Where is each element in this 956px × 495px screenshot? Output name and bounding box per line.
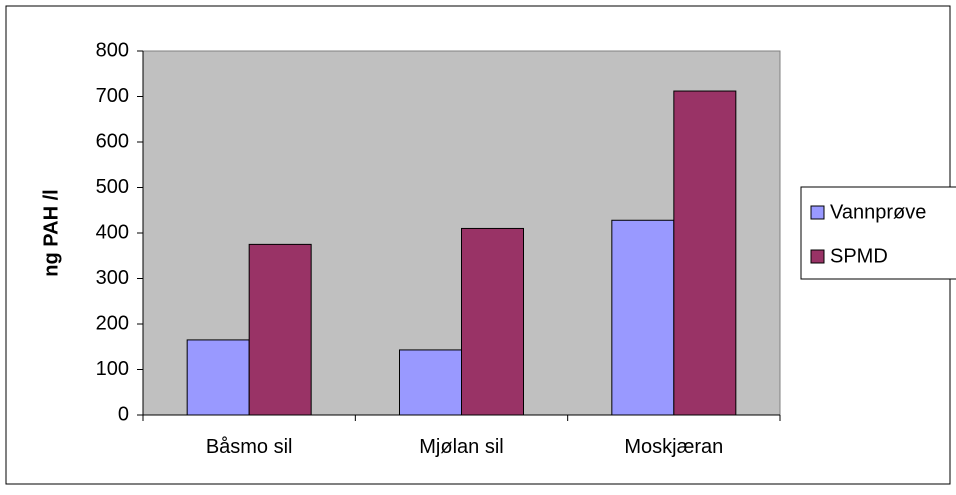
x-tick-label: Moskjæran: [624, 436, 723, 458]
y-axis-label: ng PAH /l: [40, 189, 62, 276]
y-tick-label: 500: [96, 176, 129, 198]
y-tick-label: 100: [96, 358, 129, 380]
legend-label: SPMD: [830, 245, 888, 267]
y-tick-label: 200: [96, 312, 129, 334]
y-tick-label: 300: [96, 267, 129, 289]
legend-swatch: [811, 250, 824, 263]
bar-spmd-1: [249, 244, 311, 415]
y-tick-label: 0: [118, 403, 129, 425]
x-tick-label: Mjølan sil: [419, 436, 503, 458]
bar-vannprøve-1: [187, 340, 249, 415]
bar-spmd-2: [462, 228, 524, 415]
legend: Vannprøve SPMD: [801, 187, 956, 279]
legend-label: Vannprøve: [830, 201, 926, 223]
bar-vannprøve-2: [400, 350, 462, 415]
legend-swatch: [811, 206, 824, 219]
bar-spmd-3: [674, 91, 736, 415]
x-tick-label: Båsmo sil: [206, 436, 293, 458]
y-tick-label: 800: [96, 39, 129, 61]
y-tick-label: 700: [96, 85, 129, 107]
y-tick-label: 600: [96, 130, 129, 152]
bar-vannprøve-3: [612, 220, 674, 415]
y-tick-label: 400: [96, 221, 129, 243]
